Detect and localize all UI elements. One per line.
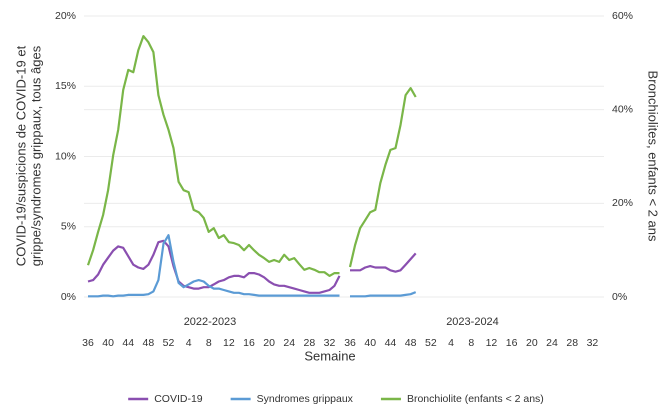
series-line <box>348 87 417 268</box>
y-tick-label: 10% <box>55 150 76 162</box>
y-tick-label: 0% <box>61 291 76 303</box>
x-tick-label: 8 <box>468 337 474 349</box>
y-axis-label-line: COVID-19/suspicions de COVID-19 et <box>13 45 28 266</box>
legend-label: Syndromes grippaux <box>257 393 354 405</box>
y2-tick-label: 40% <box>612 103 633 115</box>
x-tick-label: 24 <box>546 337 558 349</box>
series-line <box>350 252 417 273</box>
y-axis-label-line: grippe/syndromes grippaux, tous âges <box>28 45 43 266</box>
series-line <box>350 291 417 298</box>
x-tick-label: 24 <box>283 337 295 349</box>
legend: COVID-19 Syndromes grippaux Bronchiolite (… <box>128 393 544 405</box>
x-axis-label: Semaine <box>304 348 355 363</box>
x-tick-label: 40 <box>364 337 376 349</box>
x-tick-label: 4 <box>186 337 192 349</box>
x-tick-label: 4 <box>448 337 454 349</box>
legend-label: Bronchiolite (enfants < 2 ans) <box>407 393 544 405</box>
x-tick-label: 44 <box>122 337 134 349</box>
panel-label: 2023-2024 <box>446 316 499 328</box>
x-tick-label: 52 <box>163 337 175 349</box>
x-tick-label: 52 <box>425 337 437 349</box>
x-tick-label: 20 <box>526 337 538 349</box>
y2-tick-label: 60% <box>612 10 633 22</box>
x-tick-label: 36 <box>82 337 94 349</box>
x-tick-label: 12 <box>486 337 498 349</box>
x-tick-label: 20 <box>263 337 275 349</box>
x-tick-label: 12 <box>223 337 235 349</box>
y-axis-label: COVID-19/suspicions de COVID-19 et gripp… <box>13 45 43 266</box>
x-tick-label: 28 <box>303 337 315 349</box>
x-tick-label: 8 <box>206 337 212 349</box>
x-tick-label: 40 <box>102 337 114 349</box>
series-line <box>86 35 340 277</box>
x-tick-label: 16 <box>506 337 518 349</box>
y-tick-label: 20% <box>55 10 76 22</box>
x-tick-label: 32 <box>587 337 599 349</box>
x-tick-label: 36 <box>344 337 356 349</box>
series-line <box>87 239 341 294</box>
x-tick-label: 48 <box>405 337 417 349</box>
y-tick-label: 15% <box>55 80 76 92</box>
x-tick-label: 48 <box>143 337 155 349</box>
legend-label: COVID-19 <box>154 393 203 405</box>
grid <box>84 15 604 298</box>
x-tick-label: 16 <box>243 337 255 349</box>
y-tick-label: 5% <box>61 221 76 233</box>
x-tick-label: 28 <box>566 337 578 349</box>
y2-tick-label: 20% <box>612 197 633 209</box>
y2-axis-label: Bronchiolites, enfants < 2 ans <box>646 71 661 242</box>
series-line <box>88 234 340 298</box>
panel-label: 2022-2023 <box>184 316 237 328</box>
x-tick-label: 32 <box>324 337 336 349</box>
x-tick-label: 44 <box>385 337 397 349</box>
y2-tick-label: 0% <box>612 291 627 303</box>
